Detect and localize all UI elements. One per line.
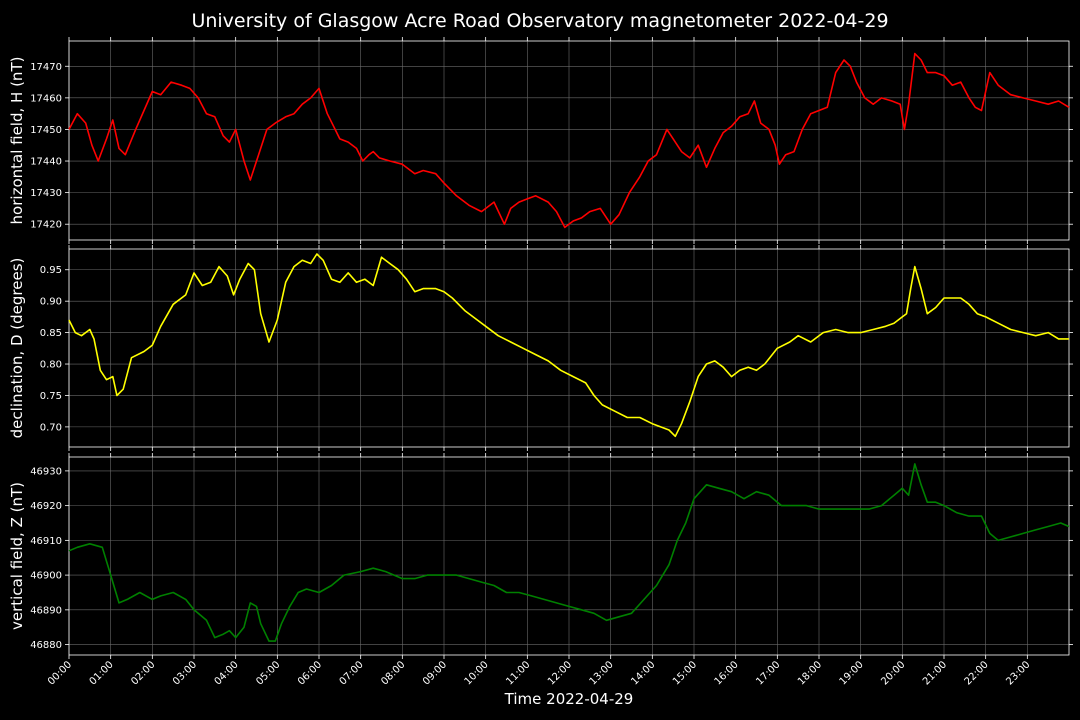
z-field-ytick-label: 46900 [30, 571, 62, 582]
x-tick-label: 05:00 [254, 659, 282, 687]
z-field-ytick-label: 46930 [30, 466, 62, 477]
x-tick-label: 00:00 [46, 659, 74, 687]
x-tick-label: 07:00 [338, 659, 366, 687]
declination-ytick-label: 0.85 [40, 328, 62, 339]
chart-title: University of Glasgow Acre Road Observat… [191, 10, 889, 32]
h-field-ytick-label: 17460 [30, 93, 62, 104]
x-tick-label: 20:00 [879, 659, 907, 687]
declination-series-line [68, 253, 1069, 438]
x-tick-label: 18:00 [796, 659, 824, 687]
z-field-ytick-label: 46920 [30, 501, 62, 512]
z-field-series-line [68, 463, 1070, 642]
x-tick-label: 10:00 [463, 659, 491, 687]
z-field-ylabel: vertical field, Z (nT) [8, 482, 26, 630]
declination-ylabel: declination, D (degrees) [8, 258, 26, 439]
x-tick-label: 15:00 [671, 659, 699, 687]
declination-axes-frame [68, 248, 1070, 448]
declination-ytick-label: 0.75 [40, 391, 62, 402]
h-field-ytick-label: 17420 [30, 220, 62, 231]
x-tick-label: 23:00 [1004, 659, 1032, 687]
z-field-ytick-label: 46890 [30, 605, 62, 616]
h-field-series-line [68, 52, 1070, 229]
declination-ytick-label: 0.80 [40, 360, 62, 371]
x-tick-label: 08:00 [379, 659, 407, 687]
x-tick-label: 06:00 [296, 659, 324, 687]
x-tick-label: 09:00 [421, 659, 449, 687]
x-tick-label: 16:00 [713, 659, 741, 687]
declination-ytick-label: 0.70 [40, 422, 62, 433]
h-field-ytick-label: 17450 [30, 125, 62, 136]
x-tick-label: 19:00 [838, 659, 866, 687]
x-tick-label: 04:00 [213, 659, 241, 687]
x-tick-label: 14:00 [629, 659, 657, 687]
x-tick-label: 02:00 [129, 659, 157, 687]
z-field-axes-frame [68, 456, 1070, 656]
x-axis-label: Time 2022-04-29 [504, 690, 634, 708]
h-field-ytick-label: 17470 [30, 62, 62, 73]
h-field-ytick-label: 17430 [30, 188, 62, 199]
x-tick-label: 21:00 [921, 659, 949, 687]
h-field-ylabel: horizontal field, H (nT) [8, 57, 26, 225]
x-tick-label: 17:00 [754, 659, 782, 687]
x-tick-label: 03:00 [171, 659, 199, 687]
x-tick-label: 12:00 [546, 659, 574, 687]
z-field-ytick-label: 46910 [30, 536, 62, 547]
x-tick-label: 01:00 [88, 659, 116, 687]
z-field-ytick-label: 46880 [30, 640, 62, 651]
x-tick-label: 22:00 [963, 659, 991, 687]
h-field-ytick-label: 17440 [30, 157, 62, 168]
declination-ytick-label: 0.95 [40, 265, 62, 276]
x-tick-label: 13:00 [588, 659, 616, 687]
h-field-axes-frame [68, 40, 1070, 241]
x-tick-label: 11:00 [504, 659, 532, 687]
declination-ytick-label: 0.90 [40, 297, 62, 308]
